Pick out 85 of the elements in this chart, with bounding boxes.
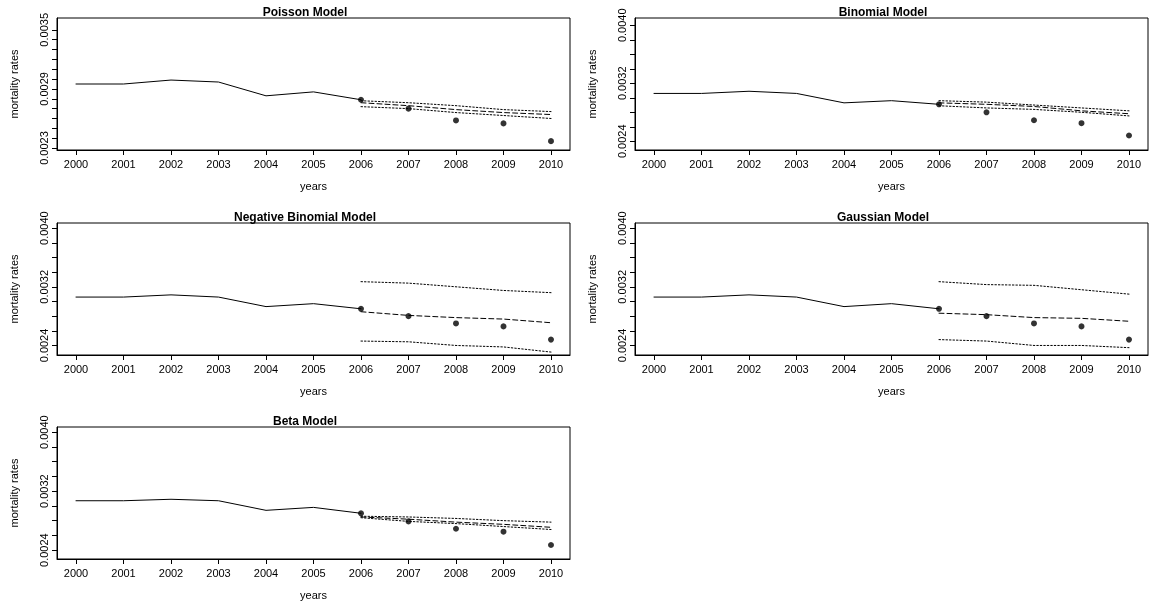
- y-axis-title: mortality rates: [7, 253, 20, 324]
- x-tick-label: 2006: [348, 362, 374, 375]
- chart-title: Poisson Model: [262, 5, 348, 19]
- x-tick-label: 2000: [641, 157, 667, 170]
- y-tick-label: 0.0032: [615, 66, 628, 101]
- y-tick-label: 0.0032: [37, 474, 50, 508]
- x-tick-label: 2002: [736, 157, 762, 170]
- x-tick-label: 2004: [253, 362, 279, 375]
- y-tick-label: 0.0023: [37, 131, 50, 165]
- x-tick-label: 2003: [206, 157, 231, 170]
- chart-title: Negative Binomial Model: [233, 210, 377, 224]
- y-tick-label: 0.0040: [615, 211, 628, 245]
- y-axis-title: mortality rates: [585, 253, 598, 324]
- x-tick-label: 2008: [443, 362, 469, 375]
- x-tick-label: 2006: [926, 157, 952, 170]
- y-tick-label: 0.0032: [615, 269, 628, 304]
- x-tick-label: 2004: [831, 157, 857, 170]
- y-tick-label: 0.0024: [615, 328, 628, 363]
- x-tick-label: 2005: [879, 362, 904, 375]
- x-tick-label: 2008: [443, 566, 469, 579]
- x-tick-label: 2009: [491, 362, 516, 375]
- x-tick-label: 2002: [736, 362, 762, 375]
- x-axis-title: years: [300, 588, 328, 601]
- x-tick-label: 2005: [301, 157, 326, 170]
- x-tick-label: 2004: [253, 157, 279, 170]
- x-tick-label: 2007: [396, 157, 421, 170]
- x-tick-label: 2002: [158, 566, 184, 579]
- chart-title: Beta Model: [272, 414, 338, 428]
- x-tick-label: 2001: [111, 566, 136, 579]
- y-tick-label: 0.0032: [37, 269, 50, 304]
- y-tick-label: 0.0040: [37, 211, 50, 245]
- x-tick-label: 2009: [491, 157, 516, 170]
- x-tick-label: 2001: [111, 157, 136, 170]
- x-tick-label: 2005: [301, 362, 326, 375]
- y-tick-label: 0.0024: [37, 328, 50, 363]
- x-tick-label: 2010: [538, 157, 564, 170]
- chart-title: Binomial Model: [838, 5, 928, 19]
- y-tick-label: 0.0024: [37, 533, 50, 567]
- x-axis-title: years: [300, 384, 328, 397]
- x-tick-label: 2010: [1116, 362, 1142, 375]
- x-tick-label: 2009: [1069, 362, 1094, 375]
- x-axis-title: years: [300, 179, 328, 192]
- x-tick-label: 2003: [784, 362, 809, 375]
- x-tick-label: 2010: [538, 362, 564, 375]
- x-tick-label: 2003: [206, 566, 231, 579]
- y-tick-label: 0.0035: [37, 12, 50, 47]
- x-tick-label: 2003: [206, 362, 231, 375]
- x-tick-label: 2007: [396, 566, 421, 579]
- x-tick-label: 2002: [158, 362, 184, 375]
- y-axis-title: mortality rates: [585, 48, 598, 119]
- x-tick-label: 2008: [443, 157, 469, 170]
- x-tick-label: 2010: [538, 566, 564, 579]
- x-tick-label: 2002: [158, 157, 184, 170]
- y-axis-title: mortality rates: [7, 48, 20, 119]
- x-tick-label: 2008: [1021, 157, 1047, 170]
- x-tick-label: 2001: [689, 157, 714, 170]
- chart-title: Gaussian Model: [836, 210, 930, 224]
- x-tick-label: 2004: [253, 566, 279, 579]
- x-tick-label: 2003: [784, 157, 809, 170]
- x-tick-label: 2009: [491, 566, 516, 579]
- x-tick-label: 2001: [111, 362, 136, 375]
- x-tick-label: 2006: [926, 362, 952, 375]
- x-tick-label: 2009: [1069, 157, 1094, 170]
- x-tick-label: 2007: [974, 157, 999, 170]
- x-tick-label: 2000: [641, 362, 667, 375]
- x-tick-label: 2010: [1116, 157, 1142, 170]
- x-tick-label: 2001: [689, 362, 714, 375]
- x-tick-label: 2000: [63, 362, 89, 375]
- y-tick-label: 0.0024: [615, 124, 628, 159]
- x-tick-label: 2000: [63, 157, 89, 170]
- y-tick-label: 0.0040: [37, 415, 50, 449]
- x-tick-label: 2006: [348, 566, 374, 579]
- y-tick-label: 0.0040: [615, 8, 628, 43]
- x-tick-label: 2007: [396, 362, 421, 375]
- x-tick-label: 2007: [974, 362, 999, 375]
- y-tick-label: 0.0029: [37, 72, 50, 106]
- x-axis-title: years: [878, 179, 906, 192]
- x-tick-label: 2000: [63, 566, 89, 579]
- x-tick-label: 2005: [301, 566, 326, 579]
- x-tick-label: 2008: [1021, 362, 1047, 375]
- x-tick-label: 2004: [831, 362, 857, 375]
- x-axis-title: years: [878, 384, 906, 397]
- y-axis-title: mortality rates: [7, 457, 20, 528]
- x-tick-label: 2006: [348, 157, 374, 170]
- x-tick-label: 2005: [879, 157, 904, 170]
